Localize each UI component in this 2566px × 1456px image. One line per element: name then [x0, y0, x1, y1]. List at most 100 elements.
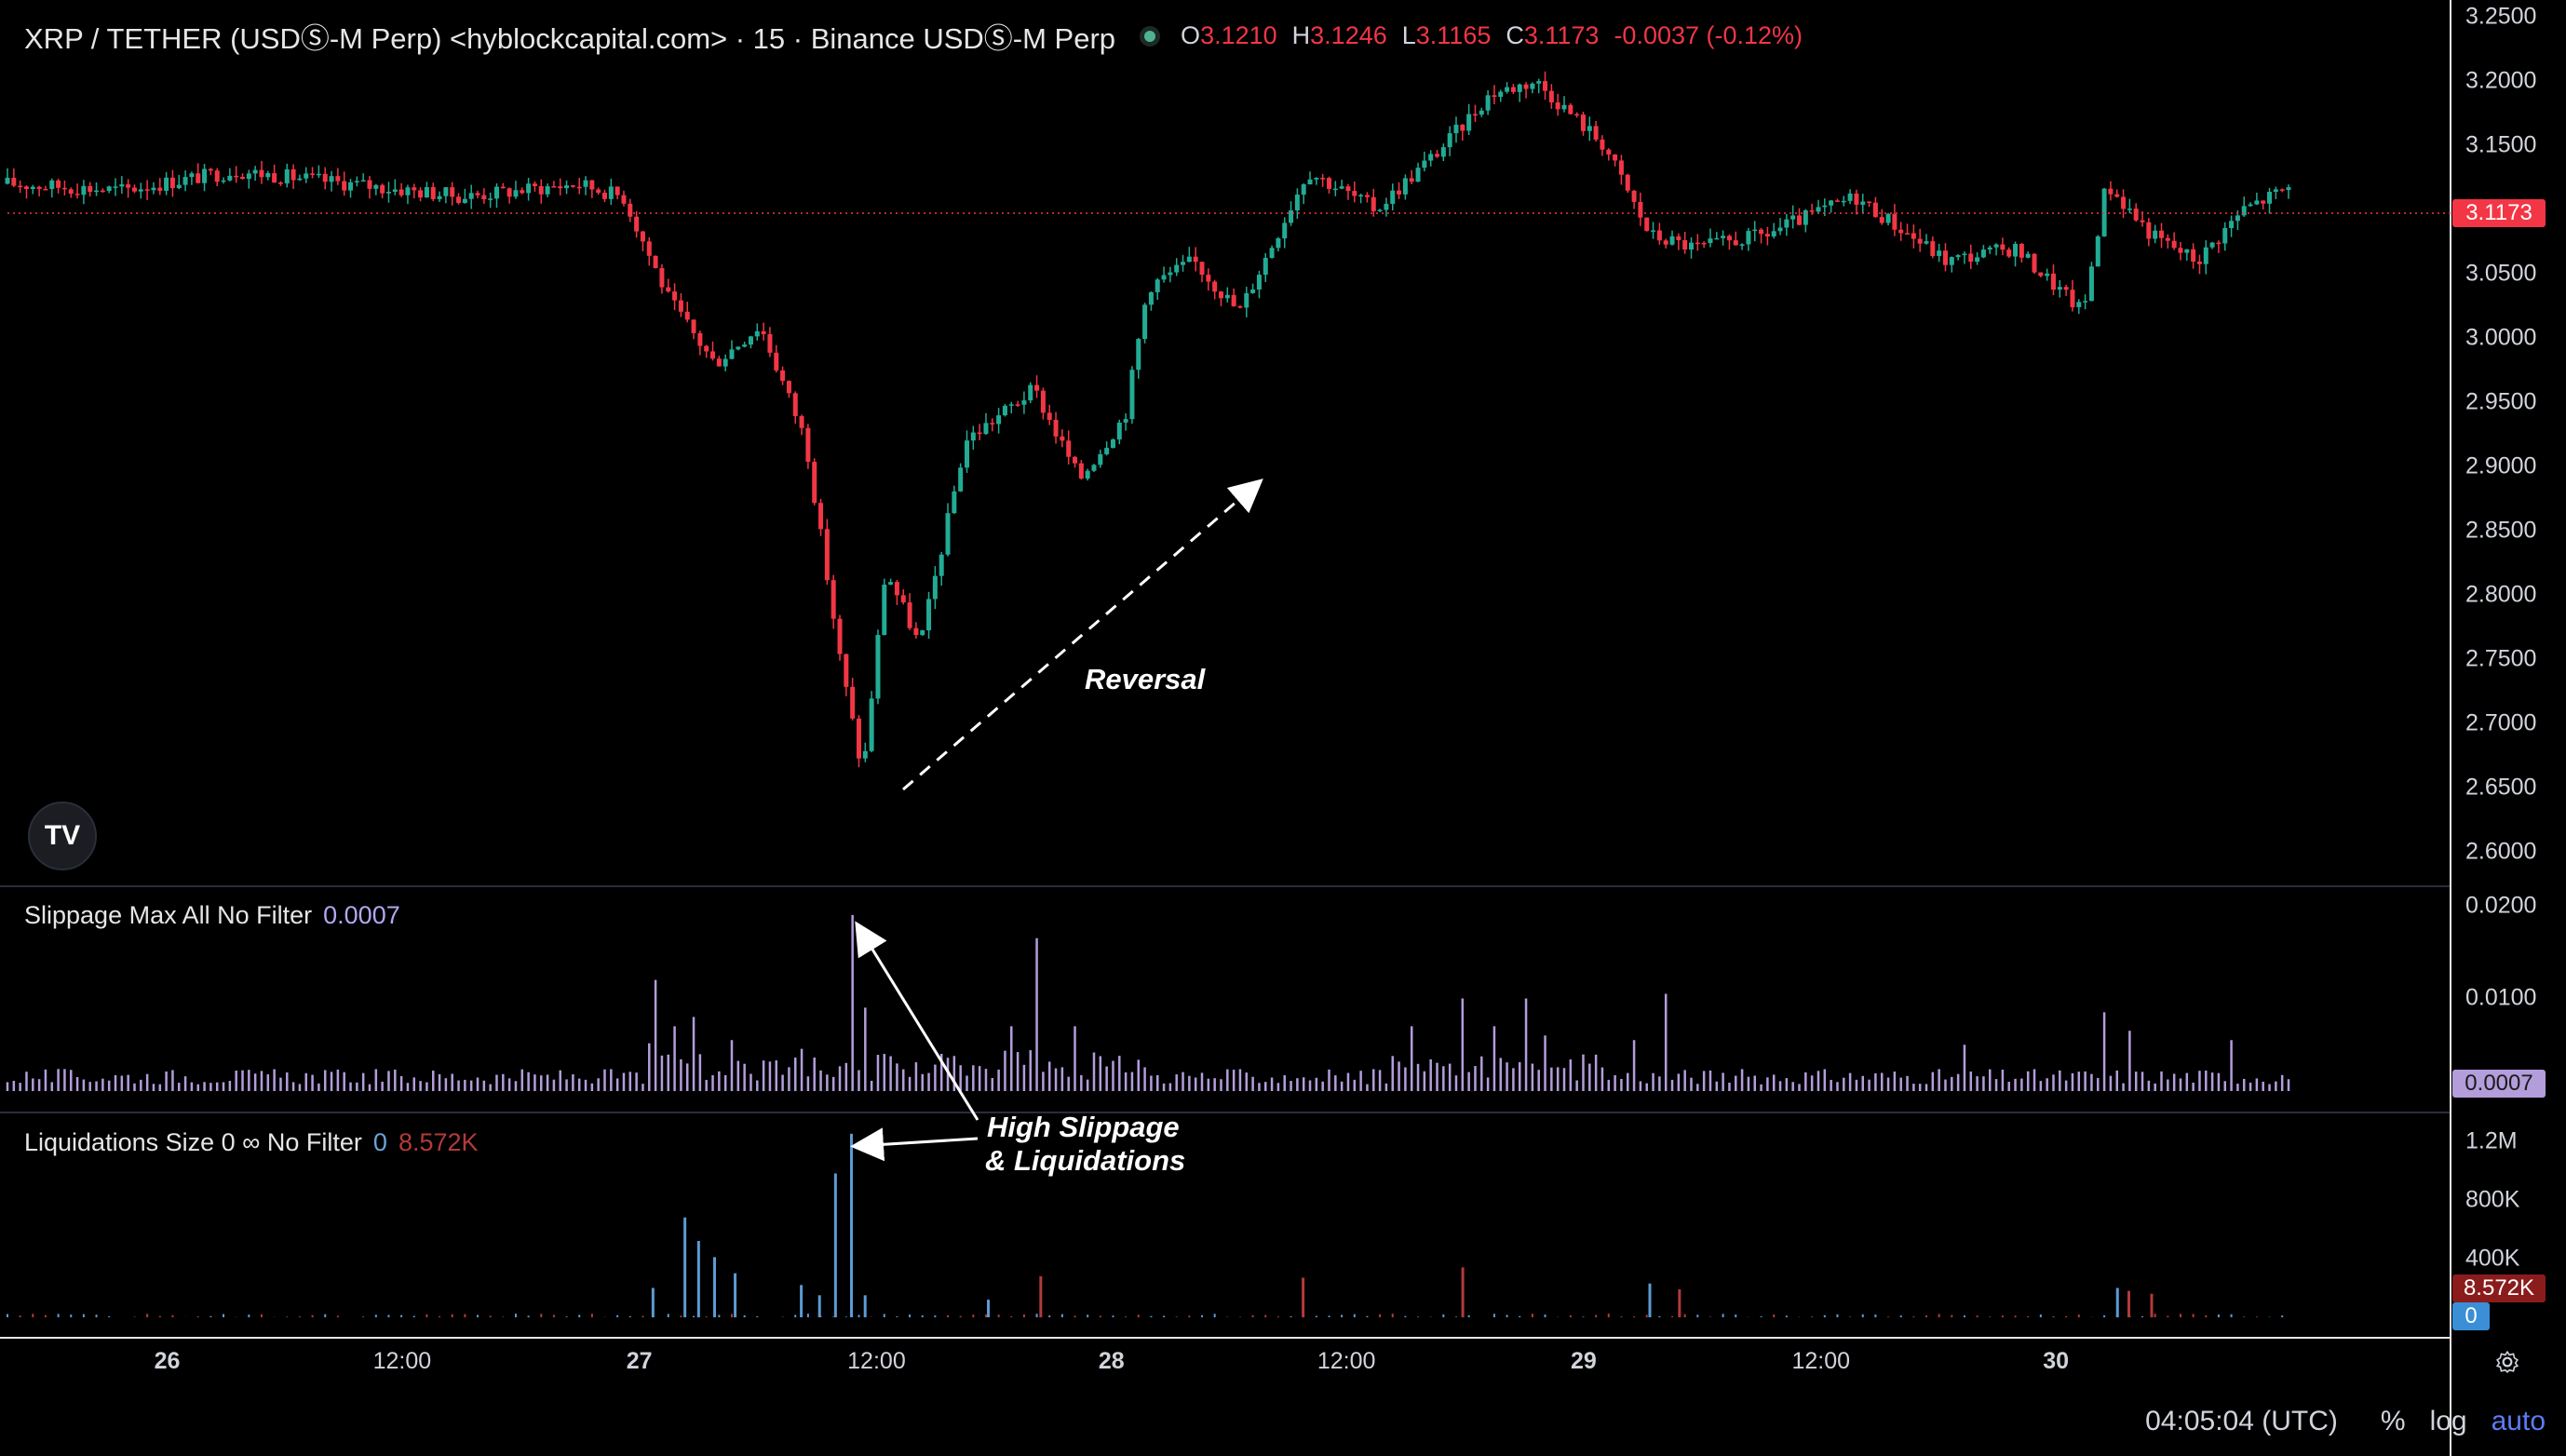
candle-body [1244, 292, 1249, 308]
candle-body [1638, 201, 1643, 218]
candle-body [18, 185, 23, 188]
candle-body [1174, 264, 1180, 273]
percent-toggle[interactable]: % [2380, 1406, 2406, 1436]
candle-body [2279, 189, 2285, 191]
candle-body [1314, 178, 1319, 180]
candle-body [723, 358, 728, 367]
candle-body [329, 176, 334, 182]
candle-body [2254, 200, 2260, 205]
candle-body [1980, 249, 1986, 258]
candle-body [596, 189, 601, 194]
candle-body [430, 187, 436, 199]
candle-body [2114, 194, 2120, 197]
candle-body [2101, 188, 2107, 236]
candle-body [1975, 257, 1980, 263]
price-tick-label: 3.1500 [2465, 131, 2537, 158]
candle-body [2235, 215, 2240, 222]
auto-scale-toggle[interactable]: auto [2491, 1406, 2546, 1436]
candle-body [2050, 273, 2056, 290]
slippage-annotation-line2: & Liquidations [985, 1144, 1186, 1177]
time-tick-label: 28 [1098, 1348, 1125, 1374]
candle-body [748, 336, 753, 345]
candle-body [1377, 209, 1383, 211]
slippage-annotation-line1: High Slippage [987, 1111, 1180, 1143]
candle-body [780, 370, 786, 382]
candle-body [1860, 201, 1866, 205]
candle-body [1739, 244, 1745, 246]
candle-body [1879, 217, 1884, 223]
liquidations-pane-title[interactable]: Liquidations Size 0 ∞ No Filter 0 8.572K [24, 1128, 479, 1157]
liquidations-tick-label: 800K [2465, 1186, 2520, 1213]
candle-body [68, 189, 74, 195]
settings-gear-icon[interactable] [2495, 1350, 2519, 1374]
candle-body [1625, 174, 1630, 191]
candle-body [1104, 448, 1110, 454]
symbol-title[interactable]: XRP / TETHER (USDⓈ-M Perp) <hyblockcapit… [24, 22, 1116, 55]
slippage-value: 0.0007 [323, 901, 400, 929]
candle-body [850, 686, 856, 719]
candle-body [468, 193, 474, 199]
candle-body [945, 513, 951, 555]
price-tick-label: 2.7500 [2465, 645, 2537, 672]
candle-body [354, 181, 359, 182]
candle-body [342, 181, 347, 191]
candle-body [1682, 239, 1688, 250]
candle-body [23, 186, 29, 190]
candle-body [1523, 84, 1529, 89]
candle-body [348, 182, 354, 191]
candle-body [316, 173, 321, 176]
price-tick-label: 2.6000 [2465, 838, 2537, 865]
candle-body [2006, 249, 2012, 257]
candle-body [169, 177, 175, 189]
candle-body [1790, 215, 1796, 220]
candle-body [385, 192, 391, 194]
candle-body [1345, 186, 1351, 192]
candle-body [1307, 179, 1313, 184]
candle-body [1669, 236, 1675, 245]
candle-body [196, 173, 201, 183]
candle-body [729, 349, 735, 359]
time-tick-label: 12:00 [372, 1348, 432, 1374]
candle-body [691, 319, 696, 333]
candle-body [844, 654, 849, 687]
candle-body [1053, 420, 1059, 437]
candle-body [1110, 439, 1115, 449]
candle-body [799, 416, 804, 428]
slippage-last-tag: 0.0007 [2452, 1070, 2546, 1098]
candle-body [1759, 229, 1764, 235]
candle-body [456, 196, 462, 203]
candle-body [1726, 236, 1732, 241]
candle-body [1415, 168, 1421, 182]
candle-body [1028, 384, 1033, 401]
candle-body [1301, 183, 1306, 195]
candle-body [227, 175, 233, 181]
candle-body [2184, 249, 2190, 253]
candle-body [1479, 110, 1484, 115]
candle-body [1548, 90, 1554, 102]
candle-body [1193, 256, 1198, 263]
candle-body [2076, 302, 2082, 307]
candle-body [322, 173, 328, 182]
candle-body [1937, 250, 1942, 256]
candle-body [774, 352, 779, 371]
candle-body [1098, 453, 1103, 465]
candle-body [1289, 210, 1294, 223]
log-toggle[interactable]: log [2429, 1406, 2467, 1436]
tradingview-logo-icon[interactable]: TV [28, 802, 97, 870]
candle-body [965, 440, 970, 468]
candle-body [2127, 209, 2132, 210]
candle-body [2019, 244, 2024, 258]
candle-body [920, 630, 925, 636]
candle-body [1155, 279, 1160, 292]
candle-body [1872, 202, 1878, 218]
candle-body [634, 216, 640, 232]
candle-body [2178, 248, 2183, 253]
liquidations-title: Liquidations Size 0 ∞ No Filter [24, 1128, 362, 1156]
candle-body [1040, 390, 1046, 413]
candle-body [277, 182, 283, 184]
candle-body [1015, 404, 1020, 406]
candle-body [970, 432, 976, 441]
slippage-pane-title[interactable]: Slippage Max All No Filter 0.0007 [24, 901, 400, 930]
candle-body [151, 187, 156, 191]
candle-body [1701, 242, 1707, 245]
